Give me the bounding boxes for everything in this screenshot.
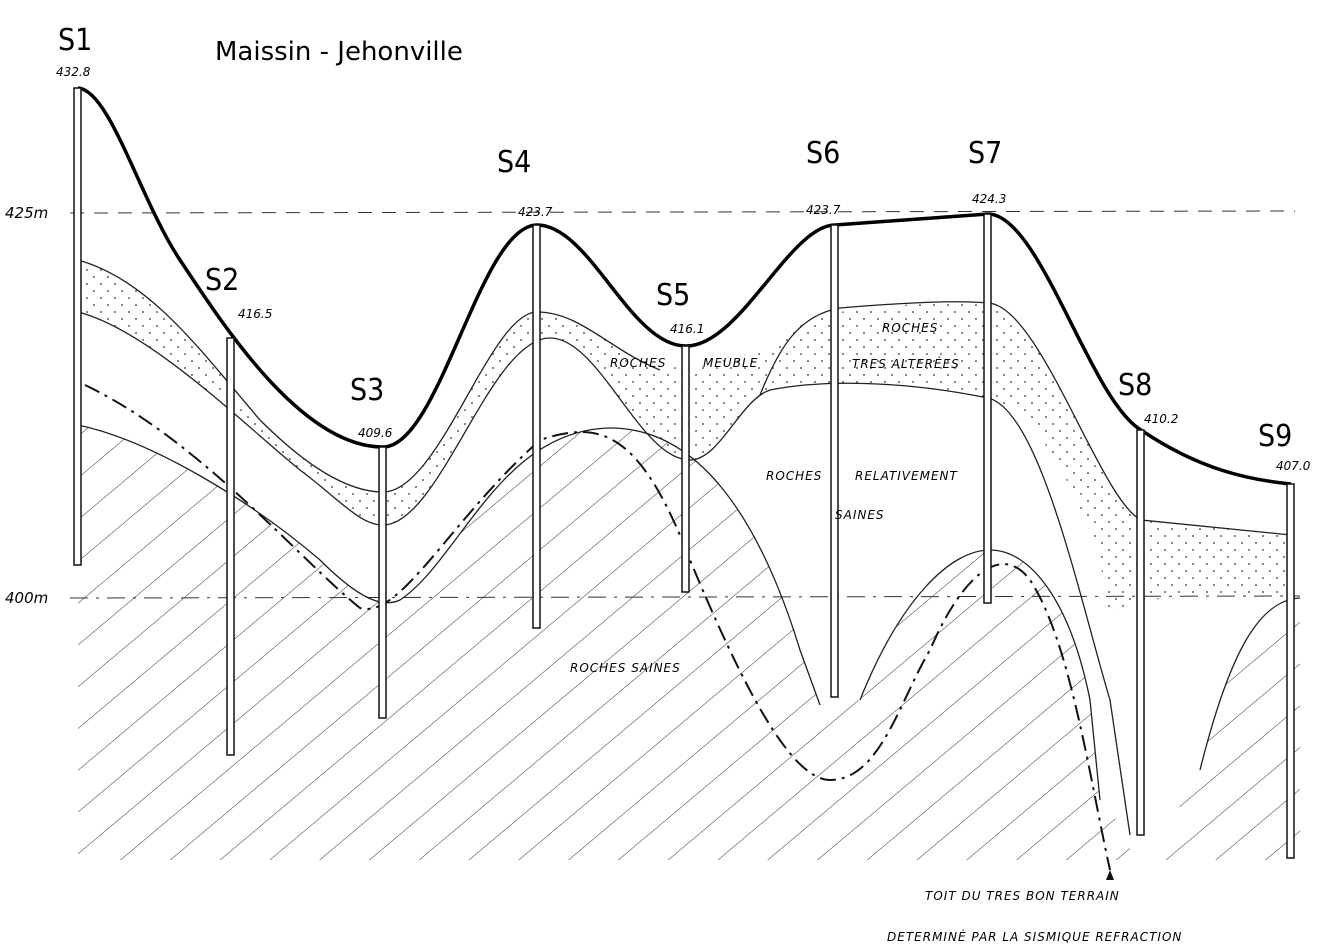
fresh-rock — [78, 425, 1130, 860]
borehole — [533, 225, 540, 628]
borehole — [379, 447, 386, 718]
borehole — [831, 225, 838, 697]
borehole-elevation: 423.7 — [518, 205, 553, 219]
borehole — [984, 214, 991, 603]
borehole-elevation: 407.0 — [1276, 459, 1311, 473]
arrow — [1106, 870, 1114, 880]
borehole-elevation: 424.3 — [972, 192, 1006, 206]
title: Maissin - Jehonville — [215, 37, 463, 67]
borehole-label: S1 — [58, 23, 92, 58]
borehole-elevation: 416.1 — [670, 322, 704, 336]
zone-label: ROCHES — [766, 469, 822, 483]
borehole-label: S2 — [205, 263, 239, 298]
borehole-label: S5 — [656, 278, 690, 313]
zone-label: ROCHES — [610, 356, 666, 370]
borehole — [227, 338, 234, 755]
reference-line — [70, 211, 1295, 213]
borehole-elevation: 416.5 — [238, 307, 272, 321]
borehole-elevation: 423.7 — [806, 203, 841, 217]
borehole — [74, 88, 81, 565]
borehole-elevation: 409.6 — [358, 426, 393, 440]
zone-label: RELATIVEMENT — [855, 469, 959, 483]
borehole-label: S6 — [806, 136, 840, 171]
borehole-elevation: 432.8 — [56, 65, 91, 79]
axis-label: 400m — [5, 589, 48, 607]
annotation: TOIT DU TRES BON TERRAIN — [925, 889, 1120, 903]
borehole — [682, 346, 689, 592]
cross-section: Maissin - Jehonville 425m 400m S1 432.8 … — [0, 0, 1320, 945]
zone-label: MEUBLE — [703, 356, 758, 370]
axis-label: 425m — [5, 204, 48, 222]
borehole-label: S9 — [1258, 419, 1292, 454]
zone-label: SAINES — [835, 508, 885, 522]
borehole-label: S3 — [350, 373, 384, 408]
fresh-rock — [1150, 598, 1300, 860]
annotation: DETERMINÉ PAR LA SISMIQUE REFRACTION — [887, 929, 1182, 944]
zone-label: ROCHES SAINES — [570, 661, 681, 675]
borehole — [1287, 484, 1294, 858]
borehole-label: S8 — [1118, 368, 1152, 403]
borehole-elevation: 410.2 — [1144, 412, 1178, 426]
zone-label: TRES ALTERÉES — [852, 356, 960, 371]
borehole-label: S7 — [968, 136, 1002, 171]
zone-label: ROCHES — [882, 321, 938, 335]
borehole — [1137, 430, 1144, 835]
borehole-label: S4 — [497, 145, 531, 180]
